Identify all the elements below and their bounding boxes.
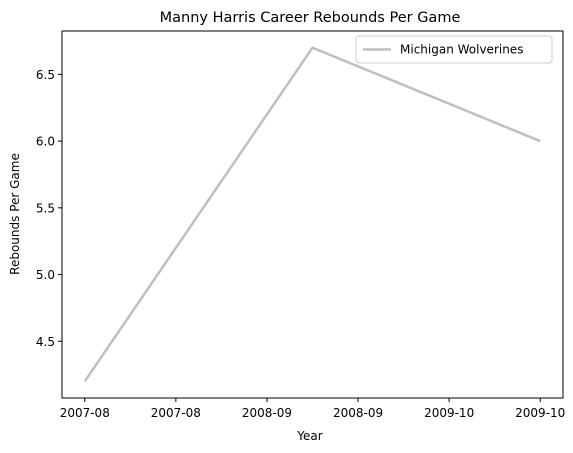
y-tick-label: 5.0	[36, 268, 55, 282]
x-tick-label: 2008-09	[242, 406, 292, 420]
x-tick-label: 2007-08	[151, 406, 201, 420]
y-tick-label: 4.5	[36, 335, 55, 349]
x-tick-label: 2009-10	[515, 406, 565, 420]
y-tick-label: 6.5	[36, 68, 55, 82]
x-tick-label: 2009-10	[424, 406, 474, 420]
y-tick-label: 6.0	[36, 135, 55, 149]
chart-title: Manny Harris Career Rebounds Per Game	[160, 10, 461, 26]
legend-label: Michigan Wolverines	[400, 43, 523, 57]
y-axis-label: Rebounds Per Game	[8, 153, 22, 275]
legend: Michigan Wolverines	[356, 36, 552, 63]
x-axis-label: Year	[296, 429, 322, 443]
x-tick-label: 2007-08	[60, 406, 110, 420]
x-tick-label: 2008-09	[333, 406, 383, 420]
y-tick-label: 5.5	[36, 201, 55, 215]
